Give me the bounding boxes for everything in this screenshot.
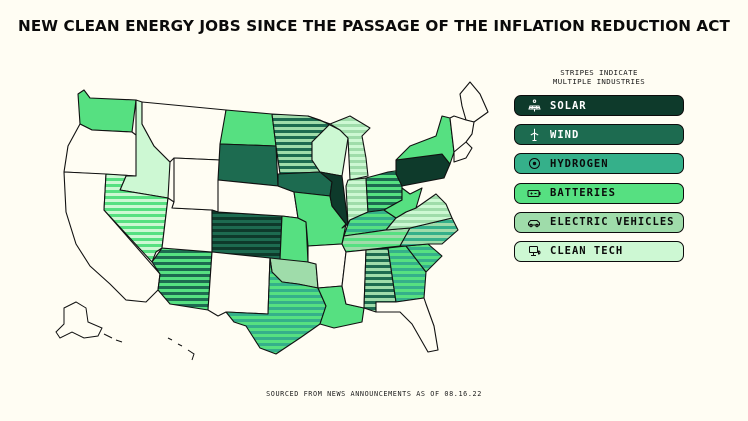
state-nd <box>219 109 277 147</box>
hydrogen-icon <box>527 157 541 171</box>
legend-label-ev: ELECTRIC VEHICLES <box>550 216 675 229</box>
legend-item-batteries: BATTERIES <box>514 182 684 204</box>
state-ne_states <box>449 115 475 163</box>
state-or <box>63 123 141 177</box>
legend-item-solar: SOLAR <box>514 95 684 116</box>
state-az <box>151 247 213 311</box>
alaska-outline <box>55 301 103 339</box>
clean-tech-icon <box>527 244 541 258</box>
state-sd <box>217 143 279 187</box>
state-co <box>211 209 283 261</box>
wind-turbine-icon <box>527 128 541 142</box>
state-me <box>459 81 489 123</box>
legend-item-wind: WIND <box>514 124 684 146</box>
state-mi <box>329 115 371 181</box>
car-icon <box>527 215 541 229</box>
solar-panel-icon <box>527 99 541 113</box>
legend-item-hydrogen: HYDROGEN <box>514 153 684 175</box>
legend-label-batteries: BATTERIES <box>550 187 616 200</box>
legend-item-ev: ELECTRIC VEHICLES <box>514 211 684 233</box>
legend-item-cleantech: CLEAN TECH <box>514 240 684 262</box>
page-title: NEW CLEAN ENERGY JOBS SINCE THE PASSAGE … <box>18 17 730 35</box>
stripes-note-line2: MULTIPLE INDUSTRIES <box>552 77 646 86</box>
aleutian-islands <box>103 333 123 343</box>
state-ms <box>341 249 367 309</box>
legend-label-cleantech: CLEAN TECH <box>550 245 624 258</box>
legend-label-hydrogen: HYDROGEN <box>550 157 609 170</box>
state-nm <box>207 251 271 317</box>
state-il <box>319 171 349 229</box>
legend-label-wind: WIND <box>550 128 580 141</box>
us-map <box>55 81 489 361</box>
state-wv <box>383 187 423 219</box>
battery-icon <box>527 186 541 200</box>
state-wy <box>171 157 221 213</box>
state-wa <box>77 89 137 133</box>
source-note: SOURCED FROM NEWS ANNOUNCEMENTS AS OF 08… <box>266 390 482 398</box>
legend: SOLAR WIND HYDROGEN BATTERIES <box>514 95 684 270</box>
stripes-note-line1: STRIPES INDICATE <box>560 68 638 77</box>
stripes-note: STRIPES INDICATE MULTIPLE INDUSTRIES <box>514 68 684 86</box>
state-ks <box>279 215 309 263</box>
legend-label-solar: SOLAR <box>550 99 587 112</box>
state-fl <box>375 297 439 353</box>
hawaii-islands <box>167 337 195 361</box>
